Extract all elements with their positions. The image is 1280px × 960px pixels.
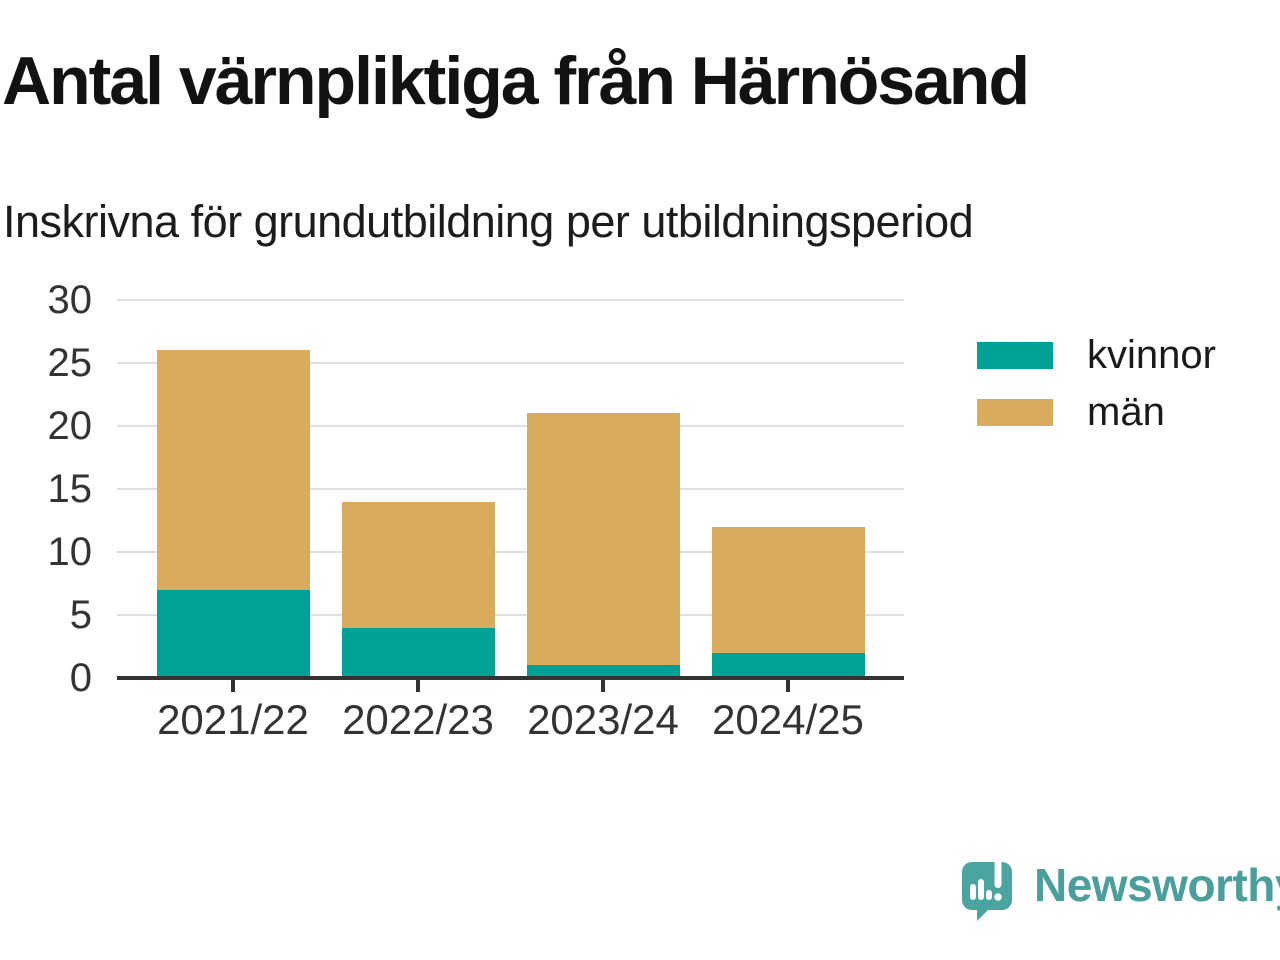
- chart-title: Antal värnpliktiga från Härnösand: [2, 43, 1030, 119]
- chart-subtitle: Inskrivna för grundutbildning per utbild…: [3, 196, 974, 247]
- x-axis-label-2023/24: 2023/24: [527, 696, 679, 743]
- y-axis-label-15: 15: [47, 467, 93, 511]
- gridline-10: [117, 551, 904, 553]
- bar-segment-2024/25-kvinnor: [711, 652, 865, 678]
- legend-label-man: män: [1087, 390, 1165, 434]
- legend-swatch-kvinnor: [977, 341, 1053, 369]
- y-axis-label-10: 10: [47, 530, 93, 574]
- newsworthy-logo-text: Newsworthy: [1034, 859, 1280, 911]
- legend-item-kvinnor: kvinnor: [977, 335, 1216, 375]
- gridline-5: [117, 614, 904, 616]
- y-axis-label-0: 0: [69, 656, 92, 700]
- bar-segment-2023/24-kvinnor: [526, 665, 680, 678]
- legend-label-kvinnor: kvinnor: [1087, 333, 1216, 377]
- gridline-30: [117, 299, 904, 301]
- bar-segment-2024/25-män: [711, 526, 865, 653]
- legend-swatch-man: [977, 398, 1053, 426]
- legend: kvinnor män: [977, 335, 1216, 455]
- newsworthy-logo: Newsworthy: [962, 858, 1280, 924]
- y-axis-label-30: 30: [47, 278, 93, 322]
- x-axis-tick-2024/25: [786, 678, 790, 692]
- speech-bubble-bar-chart-icon: [962, 858, 1012, 921]
- bar-segment-2023/24-män: [526, 413, 680, 666]
- bar-segment-2022/23-kvinnor: [341, 627, 495, 678]
- bar-segment-2021/22-kvinnor: [156, 589, 310, 678]
- gridline-20: [117, 425, 904, 427]
- bar-segment-2022/23-män: [341, 501, 495, 628]
- x-axis-label-2024/25: 2024/25: [712, 696, 864, 743]
- x-axis-line: [117, 676, 904, 680]
- x-axis-tick-2022/23: [416, 678, 420, 692]
- bar-segment-2021/22-män: [156, 350, 310, 590]
- x-axis-label-2022/23: 2022/23: [342, 696, 494, 743]
- y-axis-label-5: 5: [69, 593, 92, 637]
- x-axis-tick-2021/22: [231, 678, 235, 692]
- gridline-15: [117, 488, 904, 490]
- gridline-25: [117, 362, 904, 364]
- y-axis-label-20: 20: [47, 404, 93, 448]
- x-axis-tick-2023/24: [601, 678, 605, 692]
- y-axis-label-25: 25: [47, 341, 93, 385]
- legend-item-man: män: [977, 392, 1216, 432]
- x-axis-label-2021/22: 2021/22: [157, 696, 309, 743]
